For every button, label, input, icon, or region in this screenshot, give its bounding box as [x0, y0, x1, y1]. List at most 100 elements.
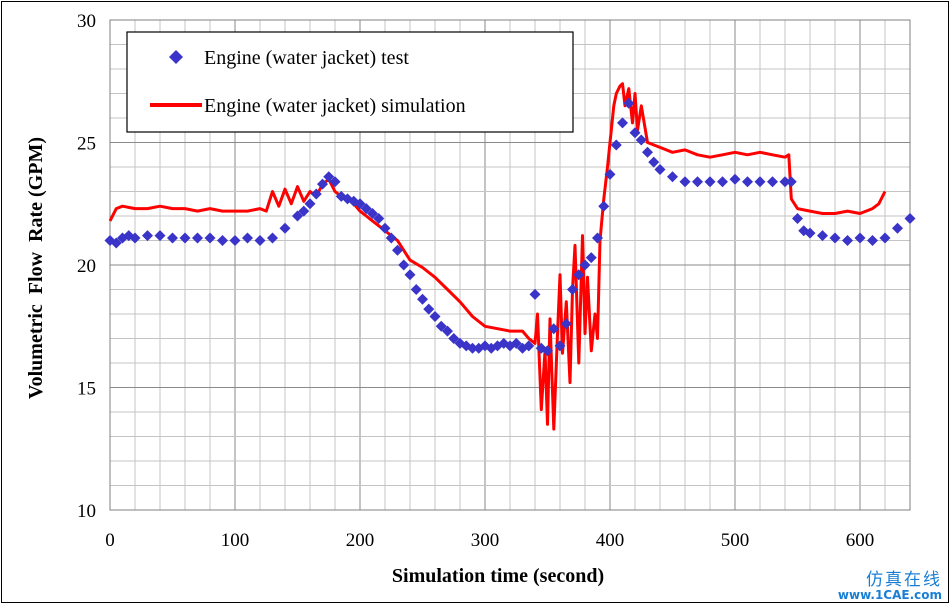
- data-point: [367, 208, 378, 220]
- data-point: [742, 176, 753, 188]
- data-point: [667, 171, 678, 183]
- data-point: [154, 230, 166, 242]
- tick-labels: 0 100 200 300 400 500 600 10 15 20 25 30: [77, 11, 874, 551]
- data-point: [804, 227, 816, 239]
- data-point: [617, 117, 628, 129]
- series-layer: [104, 82, 916, 431]
- data-point: [560, 318, 572, 330]
- data-point: [442, 325, 453, 337]
- data-point: [704, 176, 716, 188]
- data-point: [573, 269, 585, 281]
- data-point: [429, 310, 441, 322]
- data-point: [754, 176, 766, 188]
- data-point: [854, 232, 866, 244]
- data-point: [779, 176, 791, 188]
- data-point: [448, 333, 460, 344]
- data-point: [423, 303, 435, 315]
- data-point: [254, 235, 266, 246]
- data-point: [579, 259, 591, 271]
- data-point: [510, 337, 522, 349]
- y-tick-label: 10: [77, 501, 96, 522]
- data-point: [529, 288, 541, 300]
- x-tick-label: 500: [721, 530, 750, 551]
- data-point: [892, 222, 903, 234]
- data-point: [623, 97, 635, 109]
- series-line-simulation: [108, 82, 887, 431]
- data-point: [398, 259, 410, 271]
- data-point: [829, 232, 841, 244]
- data-point: [592, 232, 603, 244]
- y-tick-label: 15: [77, 379, 96, 400]
- data-point: [642, 146, 653, 158]
- data-point: [279, 222, 291, 234]
- data-point: [610, 139, 622, 151]
- data-point: [410, 284, 422, 295]
- data-point: [729, 173, 741, 185]
- data-point: [785, 176, 797, 188]
- data-point: [404, 269, 416, 281]
- data-point: [867, 235, 878, 246]
- x-tick-label: 400: [596, 530, 625, 551]
- data-point: [717, 176, 728, 188]
- data-point: [548, 323, 560, 335]
- data-point: [310, 188, 322, 200]
- data-point: [692, 176, 703, 188]
- data-point: [167, 232, 178, 244]
- data-point: [792, 212, 803, 224]
- data-point: [110, 237, 122, 249]
- data-point: [417, 293, 428, 305]
- y-tick-label: 20: [77, 256, 96, 277]
- data-point: [204, 232, 216, 244]
- data-point: [229, 235, 241, 246]
- data-point: [435, 320, 447, 332]
- x-tick-label: 600: [846, 530, 875, 551]
- series-test-markers: [104, 97, 916, 357]
- data-point: [292, 210, 303, 222]
- x-tick-label: 300: [471, 530, 500, 551]
- data-point: [329, 176, 341, 188]
- data-point: [129, 232, 141, 244]
- legend: Engine (water jacket) test Engine (water…: [126, 31, 574, 133]
- data-point: [598, 200, 610, 212]
- data-point: [267, 232, 278, 244]
- watermark: 仿真在线 www.1CAE.com: [837, 569, 942, 603]
- plot-area-border: [109, 19, 911, 511]
- watermark-chinese-text: 仿真在线: [866, 569, 942, 590]
- data-point: [323, 171, 335, 183]
- data-point: [354, 198, 366, 210]
- data-point: [360, 203, 372, 215]
- data-point: [817, 230, 828, 242]
- data-point: [392, 244, 403, 256]
- data-point: [217, 235, 228, 246]
- data-point: [192, 232, 203, 244]
- x-tick-label: 100: [221, 530, 250, 551]
- y-axis-label: Volumetric Flow Rate (GPM): [25, 137, 47, 399]
- data-point: [567, 284, 578, 295]
- data-point: [554, 340, 566, 352]
- watermark-url: www.1CAE.com: [837, 588, 942, 603]
- x-tick-label: 200: [346, 530, 375, 551]
- data-point: [242, 232, 253, 244]
- data-point: [767, 176, 778, 188]
- x-tick-label: 0: [105, 530, 115, 551]
- legend-diamond-icon: [169, 50, 183, 64]
- data-point: [298, 205, 310, 217]
- data-point: [879, 232, 891, 244]
- data-point: [904, 212, 916, 224]
- data-point: [142, 230, 153, 242]
- data-point: [379, 222, 391, 234]
- data-point: [304, 198, 316, 210]
- legend-box: [126, 31, 574, 133]
- legend-label-simulation: Engine (water jacket) simulation: [204, 95, 466, 117]
- data-point: [635, 134, 647, 146]
- data-point: [654, 163, 666, 175]
- data-point: [385, 232, 397, 244]
- data-point: [523, 340, 535, 352]
- data-point: [585, 252, 597, 264]
- data-point: [373, 212, 385, 224]
- y-tick-label: 25: [77, 134, 96, 155]
- data-point: [629, 127, 641, 139]
- data-point: [648, 156, 660, 168]
